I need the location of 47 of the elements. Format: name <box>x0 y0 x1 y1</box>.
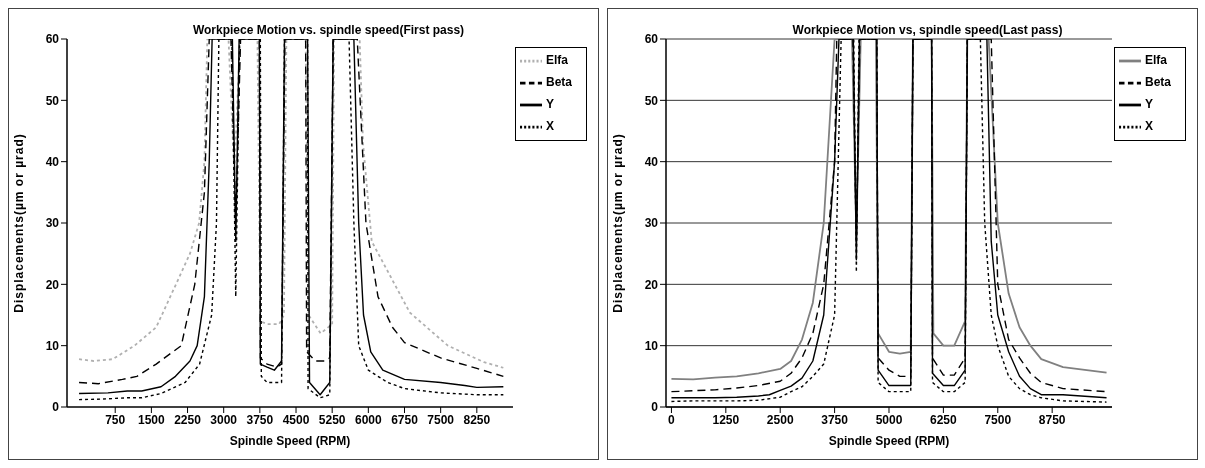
y-axis-title: Displacements(µm or µrad) <box>12 133 27 313</box>
x-tick-label: 5000 <box>875 412 903 427</box>
x-tick-label: 7500 <box>427 412 455 427</box>
x-axis-title: Spindle Speed (RPM) <box>828 434 950 448</box>
y-tick-label: 10 <box>45 338 60 353</box>
chart-title: Workpiece Motion vs. spindle speed(First pass) <box>191 23 466 37</box>
legend-label: Beta <box>545 75 572 90</box>
x-tick-label: 3000 <box>210 412 238 427</box>
x-tick-label: 5250 <box>318 412 346 427</box>
legend-label: Beta <box>1144 75 1171 90</box>
chart-title: Workpiece Motion vs, spindle speed(Last pass) <box>791 23 1064 37</box>
x-axis-title: Spindle Speed (RPM) <box>229 434 351 448</box>
x-tick-label: 6250 <box>930 412 958 427</box>
legend-label: X <box>545 119 554 134</box>
y-tick-label: 20 <box>45 277 60 292</box>
y-tick-label: 30 <box>45 216 60 231</box>
legend-label: X <box>1144 119 1153 134</box>
legend-label: Y <box>545 97 554 112</box>
x-tick-label: 0 <box>668 412 676 427</box>
x-tick-label: 6000 <box>354 412 383 427</box>
y-tick-label: 0 <box>651 400 659 415</box>
y-tick-label: 0 <box>52 400 60 415</box>
x-tick-label: 1500 <box>138 412 166 427</box>
y-tick-label: 60 <box>644 32 659 47</box>
legend-label: Elfa <box>1144 53 1167 68</box>
x-tick-label: 8750 <box>1038 412 1066 427</box>
y-tick-label: 50 <box>644 93 659 108</box>
x-tick-label: 3750 <box>821 412 849 427</box>
x-tick-label: 2500 <box>766 412 794 427</box>
y-tick-label: 30 <box>644 216 659 231</box>
y-tick-label: 40 <box>644 154 659 169</box>
x-tick-label: 2250 <box>174 412 202 427</box>
y-tick-label: 60 <box>45 32 60 47</box>
y-tick-label: 50 <box>45 93 60 108</box>
y-tick-label: 20 <box>644 277 659 292</box>
legend-label: Elfa <box>545 53 568 68</box>
x-tick-label: 4500 <box>282 412 310 427</box>
x-tick-label: 1250 <box>712 412 740 427</box>
x-tick-label: 750 <box>105 412 126 427</box>
x-tick-label: 3750 <box>246 412 274 427</box>
x-tick-label: 7500 <box>984 412 1012 427</box>
x-tick-label: 6750 <box>391 412 419 427</box>
legend-label: Y <box>1144 97 1153 112</box>
y-tick-label: 40 <box>45 154 60 169</box>
y-axis-title: Displacements(µm or µrad) <box>611 133 626 313</box>
x-tick-label: 8250 <box>463 412 491 427</box>
y-tick-label: 10 <box>644 338 659 353</box>
